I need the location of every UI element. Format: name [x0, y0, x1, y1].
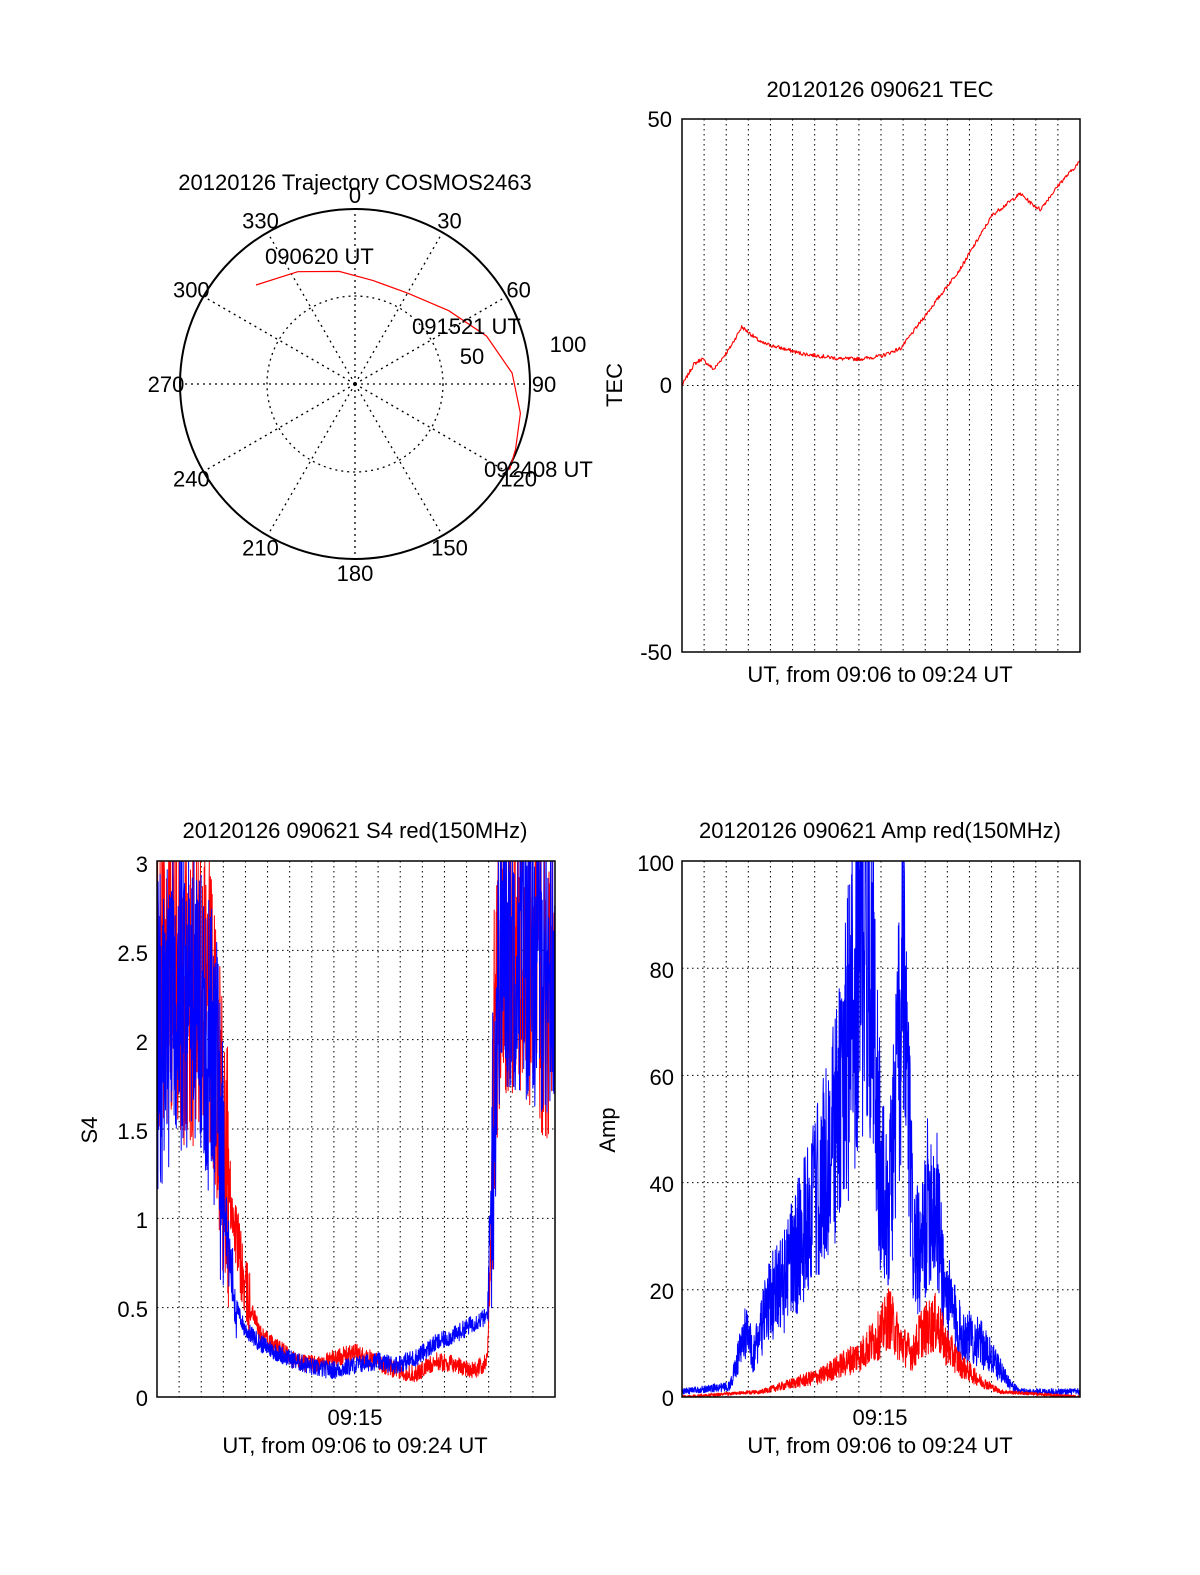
polar-angle-label: 120 [500, 467, 537, 492]
amp-y-tick-80: 80 [650, 958, 674, 983]
polar-spoke [266, 383, 356, 536]
polar-spoke [354, 232, 444, 385]
polar-spoke [203, 295, 356, 385]
amp-plot-area [681, 860, 1081, 1398]
amp-y-tick-0: 0 [662, 1386, 674, 1411]
trajectory-polar-plot: 20120126 Trajectory COSMOS2463 0 30 60 90 12… [148, 170, 593, 586]
polar-angle-label: 60 [506, 278, 530, 303]
trajectory-series-line [255, 270, 522, 470]
series-line-blue [156, 860, 556, 1380]
tec-y-tick-minus50: -50 [640, 640, 672, 665]
trajectory-title: 20120126 Trajectory COSMOS2463 [178, 170, 531, 195]
amp-y-tick-20: 20 [650, 1279, 674, 1304]
polar-spoke [354, 383, 444, 536]
polar-angle-label: 0 [349, 183, 361, 208]
tec-y-tick-50: 50 [648, 107, 672, 132]
s4-y-axis-label: S4 [77, 1117, 102, 1144]
polar-angle-label: 300 [173, 278, 210, 303]
s4-y-tick-1-5: 1.5 [117, 1119, 148, 1144]
amp-panel: 20120126 090621 Amp red(150MHz) UT, from… [595, 818, 1081, 1458]
polar-angle-labels: 0 30 60 90 120 150 180 210 240 270 300 330 [148, 183, 557, 586]
series-line-red [682, 160, 1081, 386]
trajectory-track [255, 270, 522, 470]
polar-radial-label-100: 100 [550, 332, 587, 357]
s4-y-tick-0-5: 0.5 [117, 1297, 148, 1322]
s4-y-tick-2-5: 2.5 [117, 941, 148, 966]
polar-grid [179, 208, 531, 560]
trajectory-start-annotation: 090620 UT [265, 244, 374, 269]
tec-y-tick-0: 0 [660, 373, 672, 398]
amp-y-axis-label: Amp [595, 1107, 620, 1152]
trajectory-end-annotation: 092408 UT [484, 457, 593, 482]
polar-spoke [354, 295, 507, 385]
amp-title: 20120126 090621 Amp red(150MHz) [699, 818, 1061, 843]
amp-y-tick-60: 60 [650, 1065, 674, 1090]
polar-spoke [266, 232, 356, 385]
amp-x-axis-label: UT, from 09:06 to 09:24 UT [747, 1433, 1012, 1458]
s4-x-axis-label: UT, from 09:06 to 09:24 UT [222, 1433, 487, 1458]
polar-radial-label-50: 50 [460, 344, 484, 369]
s4-y-tick-0: 0 [136, 1386, 148, 1411]
polar-angle-label: 30 [437, 208, 461, 233]
plot-frame [681, 860, 1081, 1398]
tec-title: 20120126 090621 TEC [766, 77, 993, 102]
polar-angle-label: 150 [431, 536, 468, 561]
s4-y-tick-1: 1 [136, 1208, 148, 1233]
series-line-blue [681, 860, 1081, 1396]
polar-angle-label: 90 [532, 372, 556, 397]
amp-y-tick-100: 100 [637, 851, 674, 876]
s4-plot-area [156, 860, 556, 1398]
plot-frame [156, 860, 556, 1398]
tec-x-axis-label: UT, from 09:06 to 09:24 UT [747, 662, 1012, 687]
polar-angle-label: 210 [242, 536, 279, 561]
polar-angle-label: 330 [242, 208, 279, 233]
amp-x-tick-0915: 09:15 [852, 1405, 907, 1430]
polar-angle-label: 240 [173, 467, 210, 492]
polar-inner-circle [266, 295, 444, 473]
tec-plot-area [681, 118, 1081, 653]
s4-title: 20120126 090621 S4 red(150MHz) [183, 818, 528, 843]
s4-y-tick-2: 2 [136, 1030, 148, 1055]
polar-angle-label: 180 [337, 561, 374, 586]
s4-panel: 20120126 090621 S4 red(150MHz) UT, from … [77, 818, 556, 1458]
amp-y-tick-40: 40 [650, 1172, 674, 1197]
plot-frame [681, 118, 1081, 653]
polar-spoke [354, 383, 507, 473]
polar-angle-label: 270 [148, 372, 185, 397]
tec-y-axis-label: TEC [602, 363, 627, 407]
polar-spoke [203, 383, 356, 473]
tec-panel: 20120126 090621 TEC UT, from 09:06 to 09… [602, 77, 1081, 687]
series-line-red [681, 1288, 1081, 1398]
trajectory-mid-annotation: 091521 UT [412, 314, 521, 339]
s4-y-tick-3: 3 [136, 852, 148, 877]
s4-x-tick-0915: 09:15 [327, 1405, 382, 1430]
